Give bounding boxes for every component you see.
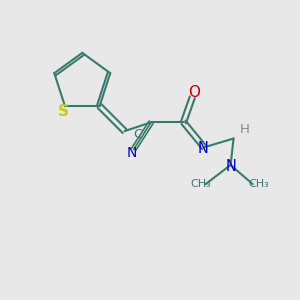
Text: H: H: [240, 123, 250, 136]
Text: CH₃: CH₃: [190, 179, 211, 189]
Text: C: C: [133, 128, 142, 141]
Text: S: S: [58, 104, 69, 119]
Text: N: N: [127, 146, 137, 160]
Text: CH₃: CH₃: [248, 179, 269, 189]
Text: N: N: [198, 141, 209, 156]
Text: O: O: [188, 85, 200, 100]
Text: N: N: [225, 159, 236, 174]
